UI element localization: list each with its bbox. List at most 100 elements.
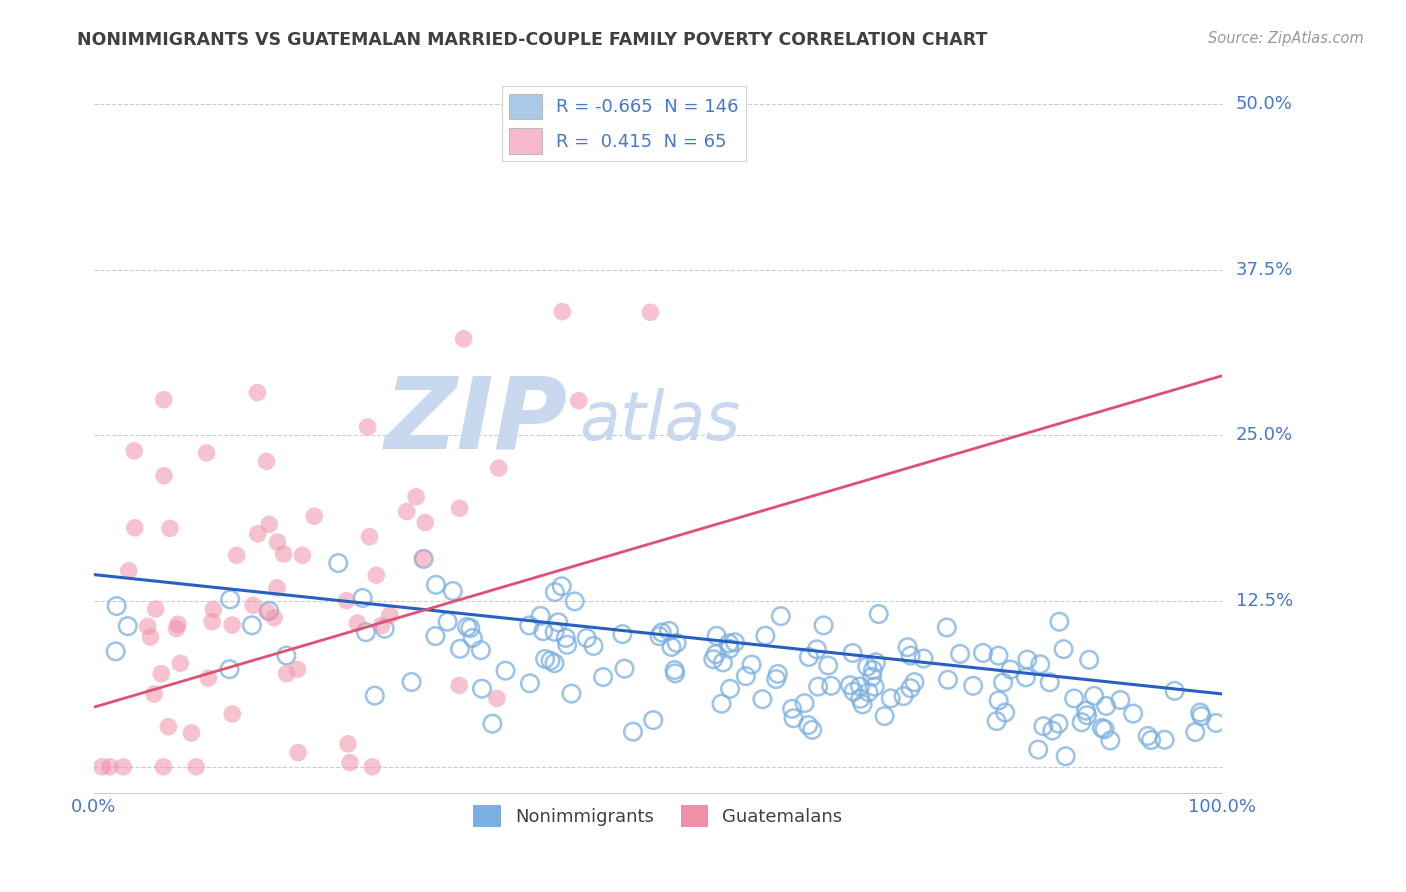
Point: [1140, 733, 1163, 747]
Point: [793, 696, 815, 710]
Point: [534, 652, 557, 666]
Point: [813, 618, 835, 632]
Point: [718, 681, 741, 696]
Point: [153, 468, 176, 483]
Point: [543, 624, 565, 639]
Point: [246, 527, 269, 541]
Point: [613, 662, 636, 676]
Point: [124, 521, 146, 535]
Point: [1047, 615, 1070, 629]
Point: [122, 443, 145, 458]
Point: [449, 678, 471, 692]
Point: [544, 585, 567, 599]
Point: [105, 599, 128, 613]
Point: [1015, 670, 1038, 684]
Point: [1109, 693, 1132, 707]
Point: [806, 642, 828, 657]
Text: NONIMMIGRANTS VS GUATEMALAN MARRIED-COUPLE FAMILY POVERTY CORRELATION CHART: NONIMMIGRANTS VS GUATEMALAN MARRIED-COUP…: [77, 31, 987, 49]
Point: [356, 420, 378, 434]
Point: [648, 629, 671, 643]
Point: [441, 584, 464, 599]
Point: [1083, 689, 1105, 703]
Point: [547, 615, 569, 630]
Point: [225, 549, 247, 563]
Point: [339, 756, 361, 770]
Point: [197, 671, 219, 685]
Point: [152, 760, 174, 774]
Point: [564, 594, 586, 608]
Point: [335, 593, 357, 607]
Point: [1136, 729, 1159, 743]
Point: [104, 644, 127, 658]
Point: [543, 656, 565, 670]
Point: [257, 604, 280, 618]
Point: [184, 760, 207, 774]
Point: [118, 564, 141, 578]
Point: [240, 618, 263, 632]
Point: [336, 737, 359, 751]
Point: [180, 726, 202, 740]
Point: [246, 385, 269, 400]
Point: [991, 675, 1014, 690]
Point: [1078, 653, 1101, 667]
Point: [266, 581, 288, 595]
Point: [413, 516, 436, 530]
Point: [1076, 708, 1098, 723]
Point: [378, 608, 401, 623]
Point: [560, 687, 582, 701]
Point: [364, 689, 387, 703]
Point: [328, 556, 350, 570]
Point: [263, 610, 285, 624]
Point: [1091, 721, 1114, 735]
Text: atlas: atlas: [579, 388, 740, 454]
Point: [218, 662, 240, 676]
Point: [900, 681, 922, 696]
Point: [1153, 732, 1175, 747]
Point: [143, 687, 166, 701]
Point: [551, 304, 574, 318]
Point: [962, 679, 984, 693]
Point: [456, 620, 478, 634]
Point: [540, 654, 562, 668]
Point: [302, 509, 325, 524]
Point: [395, 504, 418, 518]
Point: [157, 720, 180, 734]
Point: [401, 675, 423, 690]
Point: [136, 619, 159, 633]
Point: [555, 638, 578, 652]
Point: [169, 657, 191, 671]
Point: [370, 618, 392, 632]
Point: [112, 760, 135, 774]
Point: [1052, 642, 1074, 657]
Point: [1094, 723, 1116, 737]
Point: [359, 530, 381, 544]
Point: [797, 650, 820, 665]
Point: [665, 636, 688, 650]
Point: [159, 521, 181, 535]
Point: [972, 646, 994, 660]
Point: [741, 657, 763, 672]
Point: [1040, 723, 1063, 738]
Point: [150, 666, 173, 681]
Point: [219, 592, 242, 607]
Point: [841, 646, 863, 660]
Point: [900, 648, 922, 663]
Text: 25.0%: 25.0%: [1236, 426, 1292, 444]
Point: [1017, 652, 1039, 666]
Point: [766, 666, 789, 681]
Point: [1095, 698, 1118, 713]
Point: [1054, 749, 1077, 764]
Point: [276, 666, 298, 681]
Point: [575, 631, 598, 645]
Point: [1099, 733, 1122, 747]
Point: [1063, 691, 1085, 706]
Point: [412, 551, 434, 566]
Point: [582, 639, 605, 653]
Point: [661, 640, 683, 654]
Point: [710, 697, 733, 711]
Point: [461, 631, 484, 645]
Point: [839, 678, 862, 692]
Point: [769, 609, 792, 624]
Point: [817, 658, 839, 673]
Point: [724, 635, 747, 649]
